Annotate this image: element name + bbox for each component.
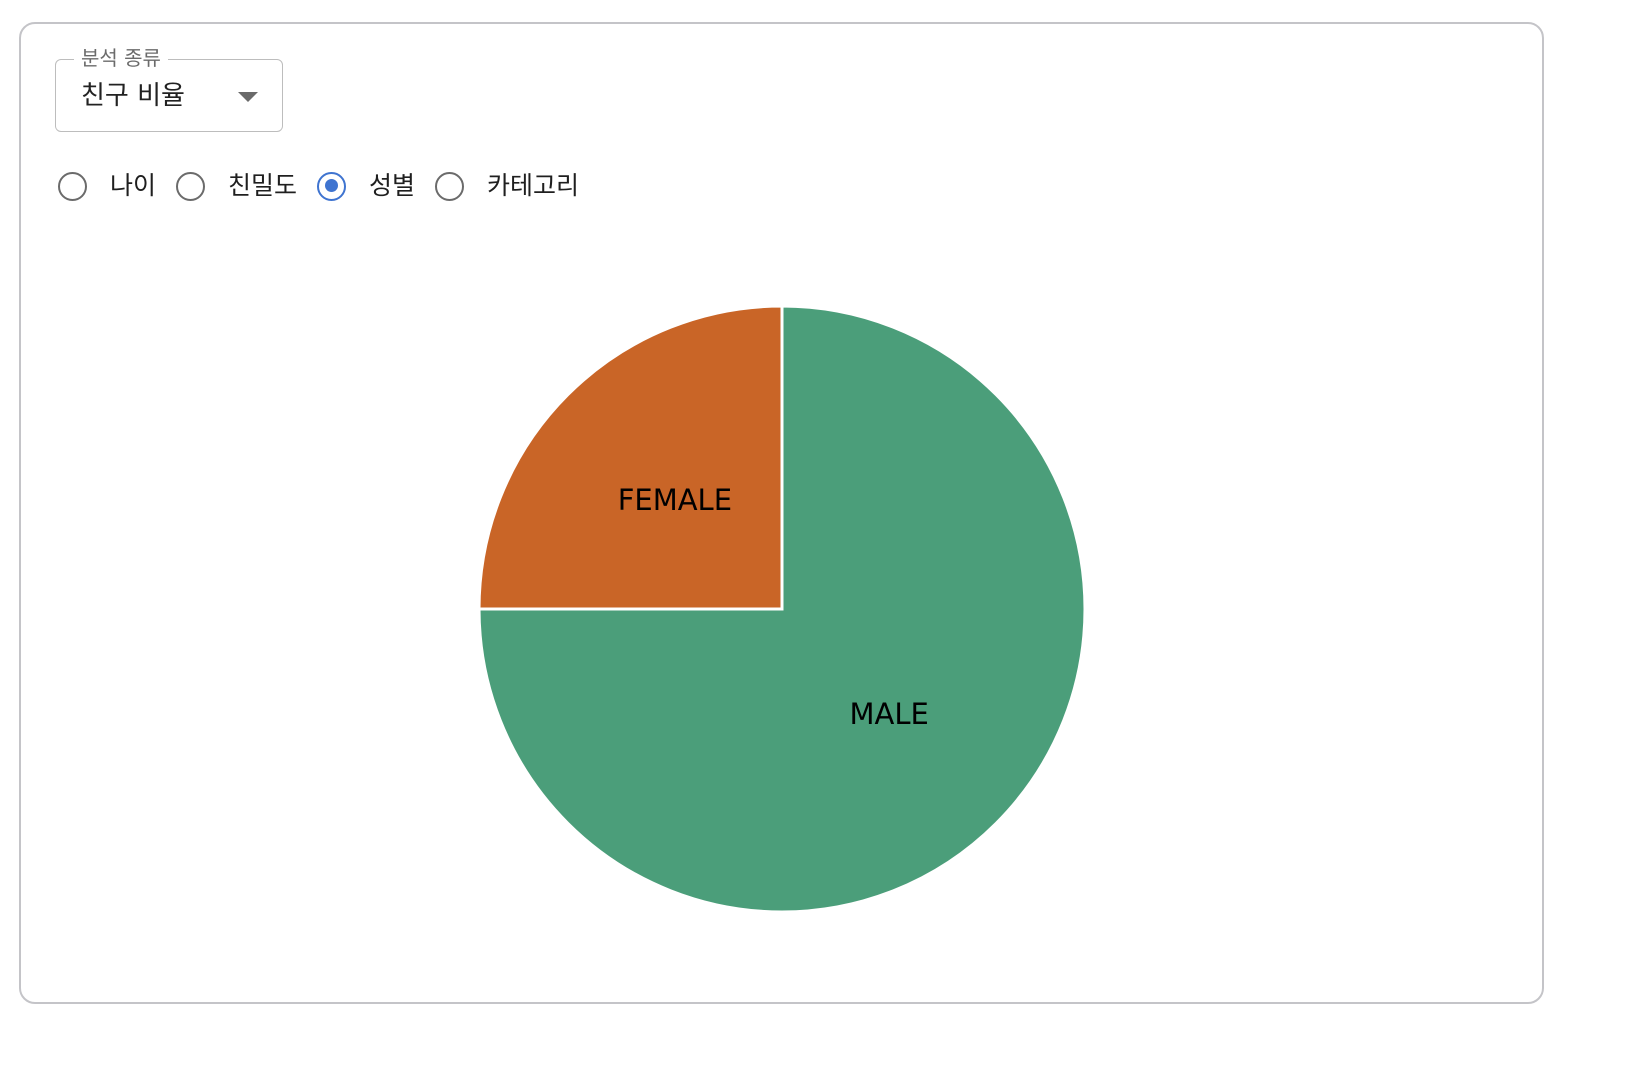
radio-circle-category[interactable] [435, 171, 465, 201]
radio-category[interactable]: 카테고리 [435, 168, 579, 204]
dropdown-arrow-icon[interactable] [238, 92, 258, 102]
pie-label-female: FEMALE [618, 483, 732, 517]
radio-gender[interactable]: 성별 [317, 168, 415, 204]
radio-circle-age[interactable] [58, 171, 87, 201]
radio-label-age: 나이 [110, 171, 157, 200]
category-radio-group: 나이 친밀도 성별 카테고리 [58, 166, 599, 206]
radio-label-category: 카테고리 [487, 171, 580, 200]
analysis-type-select[interactable]: 분석 종류 친구 비율 [55, 43, 283, 132]
radio-label-intimacy: 친밀도 [228, 171, 298, 200]
radio-label-gender: 성별 [369, 171, 416, 200]
pie-slice-female[interactable] [477, 304, 784, 611]
select-value: 친구 비율 [81, 81, 185, 111]
radio-age[interactable]: 나이 [58, 168, 156, 204]
radio-intimacy[interactable]: 친밀도 [176, 168, 297, 204]
radio-circle-gender[interactable] [317, 171, 347, 201]
select-legend: 분석 종류 [74, 43, 168, 73]
radio-circle-intimacy[interactable] [176, 171, 206, 201]
pie-label-male: MALE [849, 697, 928, 731]
